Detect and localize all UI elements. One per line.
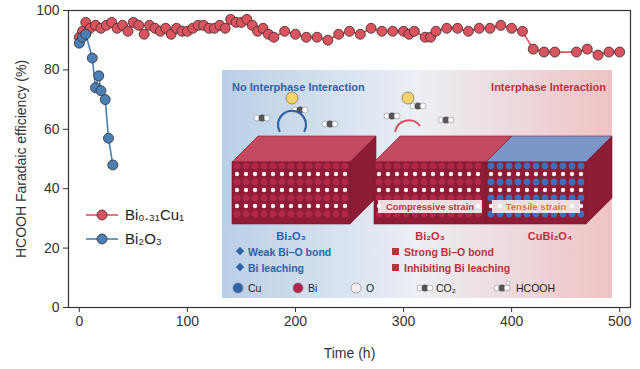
svg-text:Cu: Cu bbox=[248, 282, 262, 294]
svg-text:400: 400 bbox=[500, 313, 524, 329]
svg-text:Inhibiting Bi leaching: Inhibiting Bi leaching bbox=[404, 262, 510, 274]
svg-text:Strong Bi–O bond: Strong Bi–O bond bbox=[404, 246, 494, 258]
svg-text:100: 100 bbox=[176, 313, 200, 329]
svg-text:0: 0 bbox=[75, 313, 83, 329]
svg-text:40: 40 bbox=[44, 180, 60, 196]
svg-text:Tensile strain: Tensile strain bbox=[506, 201, 567, 212]
svg-text:100: 100 bbox=[36, 2, 60, 18]
svg-text:300: 300 bbox=[392, 313, 416, 329]
svg-text:HCOOH: HCOOH bbox=[516, 282, 555, 294]
svg-text:500: 500 bbox=[608, 313, 632, 329]
svg-text:200: 200 bbox=[284, 313, 308, 329]
svg-text:HCOOH Faradaic efficiency (%): HCOOH Faradaic efficiency (%) bbox=[13, 60, 29, 258]
svg-text:0: 0 bbox=[52, 299, 60, 315]
svg-text:O: O bbox=[366, 282, 374, 294]
svg-text:60: 60 bbox=[44, 121, 60, 137]
svg-text:Interphase Interaction: Interphase Interaction bbox=[491, 81, 606, 93]
svg-text:20: 20 bbox=[44, 240, 60, 256]
svg-text:CO₂: CO₂ bbox=[436, 282, 456, 294]
svg-text:Bi₂O₃: Bi₂O₃ bbox=[125, 230, 162, 247]
svg-text:Bi: Bi bbox=[308, 282, 317, 294]
svg-text:CuBi₂O₄: CuBi₂O₄ bbox=[528, 230, 572, 242]
svg-text:Bi leaching: Bi leaching bbox=[248, 262, 304, 274]
svg-text:Bi₂O₃: Bi₂O₃ bbox=[276, 230, 306, 242]
svg-text:Bi₂O₃: Bi₂O₃ bbox=[415, 230, 445, 242]
svg-text:Compressive strain: Compressive strain bbox=[386, 201, 474, 212]
svg-text:No Interphase Interaction: No Interphase Interaction bbox=[232, 81, 365, 93]
svg-text:Bi₀.₃₁Cu₁: Bi₀.₃₁Cu₁ bbox=[125, 206, 184, 223]
svg-text:Weak Bi–O bond: Weak Bi–O bond bbox=[248, 246, 331, 258]
svg-text:Time (h): Time (h) bbox=[324, 345, 376, 361]
svg-text:80: 80 bbox=[44, 61, 60, 77]
